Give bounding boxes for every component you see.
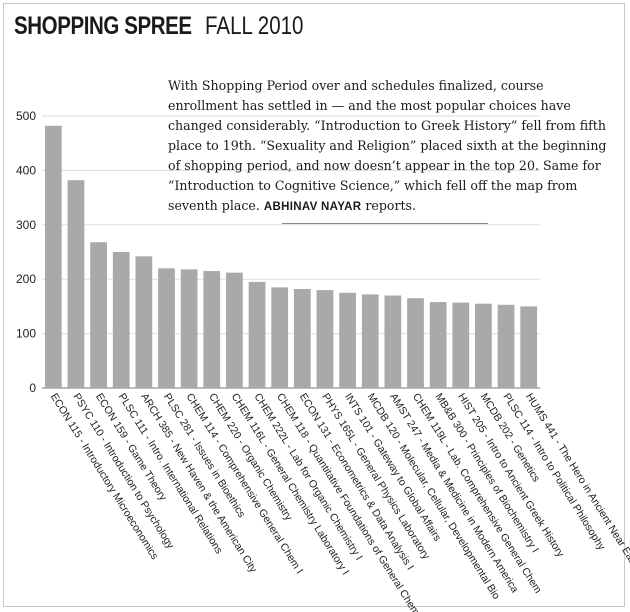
bar	[475, 303, 492, 388]
bar	[90, 242, 107, 388]
bar	[361, 294, 379, 388]
y-tick-label: 0	[29, 381, 36, 395]
chart-blurb: With Shopping Period over and schedules …	[168, 76, 608, 217]
title-sub: FALL 2010	[205, 12, 304, 40]
y-tick-label: 300	[16, 218, 36, 232]
bar	[452, 302, 470, 388]
bar	[497, 304, 515, 388]
byline-suffix: reports.	[365, 198, 417, 213]
bar	[520, 306, 538, 388]
y-tick-label: 200	[16, 272, 36, 286]
byline: ABHINAV NAYAR	[263, 201, 362, 213]
bar	[44, 125, 62, 389]
blurb-text: With Shopping Period over and schedules …	[168, 78, 607, 213]
bar	[226, 272, 243, 388]
y-tick-label: 100	[16, 327, 36, 341]
bar	[429, 302, 447, 388]
bar	[407, 298, 424, 388]
bar	[180, 269, 198, 388]
bar	[135, 256, 153, 388]
bar	[339, 292, 356, 388]
bar	[384, 295, 402, 388]
title-main: SHOPPING SPREE	[14, 12, 192, 40]
chart-title: SHOPPING SPREE FALL 2010	[14, 14, 325, 39]
bar	[203, 271, 221, 388]
y-tick-label: 400	[16, 163, 36, 177]
x-tick-label: HUMS 441 - The Hero in Ancient Near East	[523, 391, 630, 569]
bar	[248, 281, 266, 388]
bar	[158, 268, 175, 388]
y-tick-label: 500	[16, 109, 36, 123]
bar	[316, 290, 334, 388]
bar	[112, 252, 130, 388]
bar	[271, 287, 289, 388]
chart-frame	[3, 3, 625, 607]
bar	[67, 180, 85, 388]
bar	[293, 288, 311, 388]
blurb-rule	[282, 223, 488, 224]
